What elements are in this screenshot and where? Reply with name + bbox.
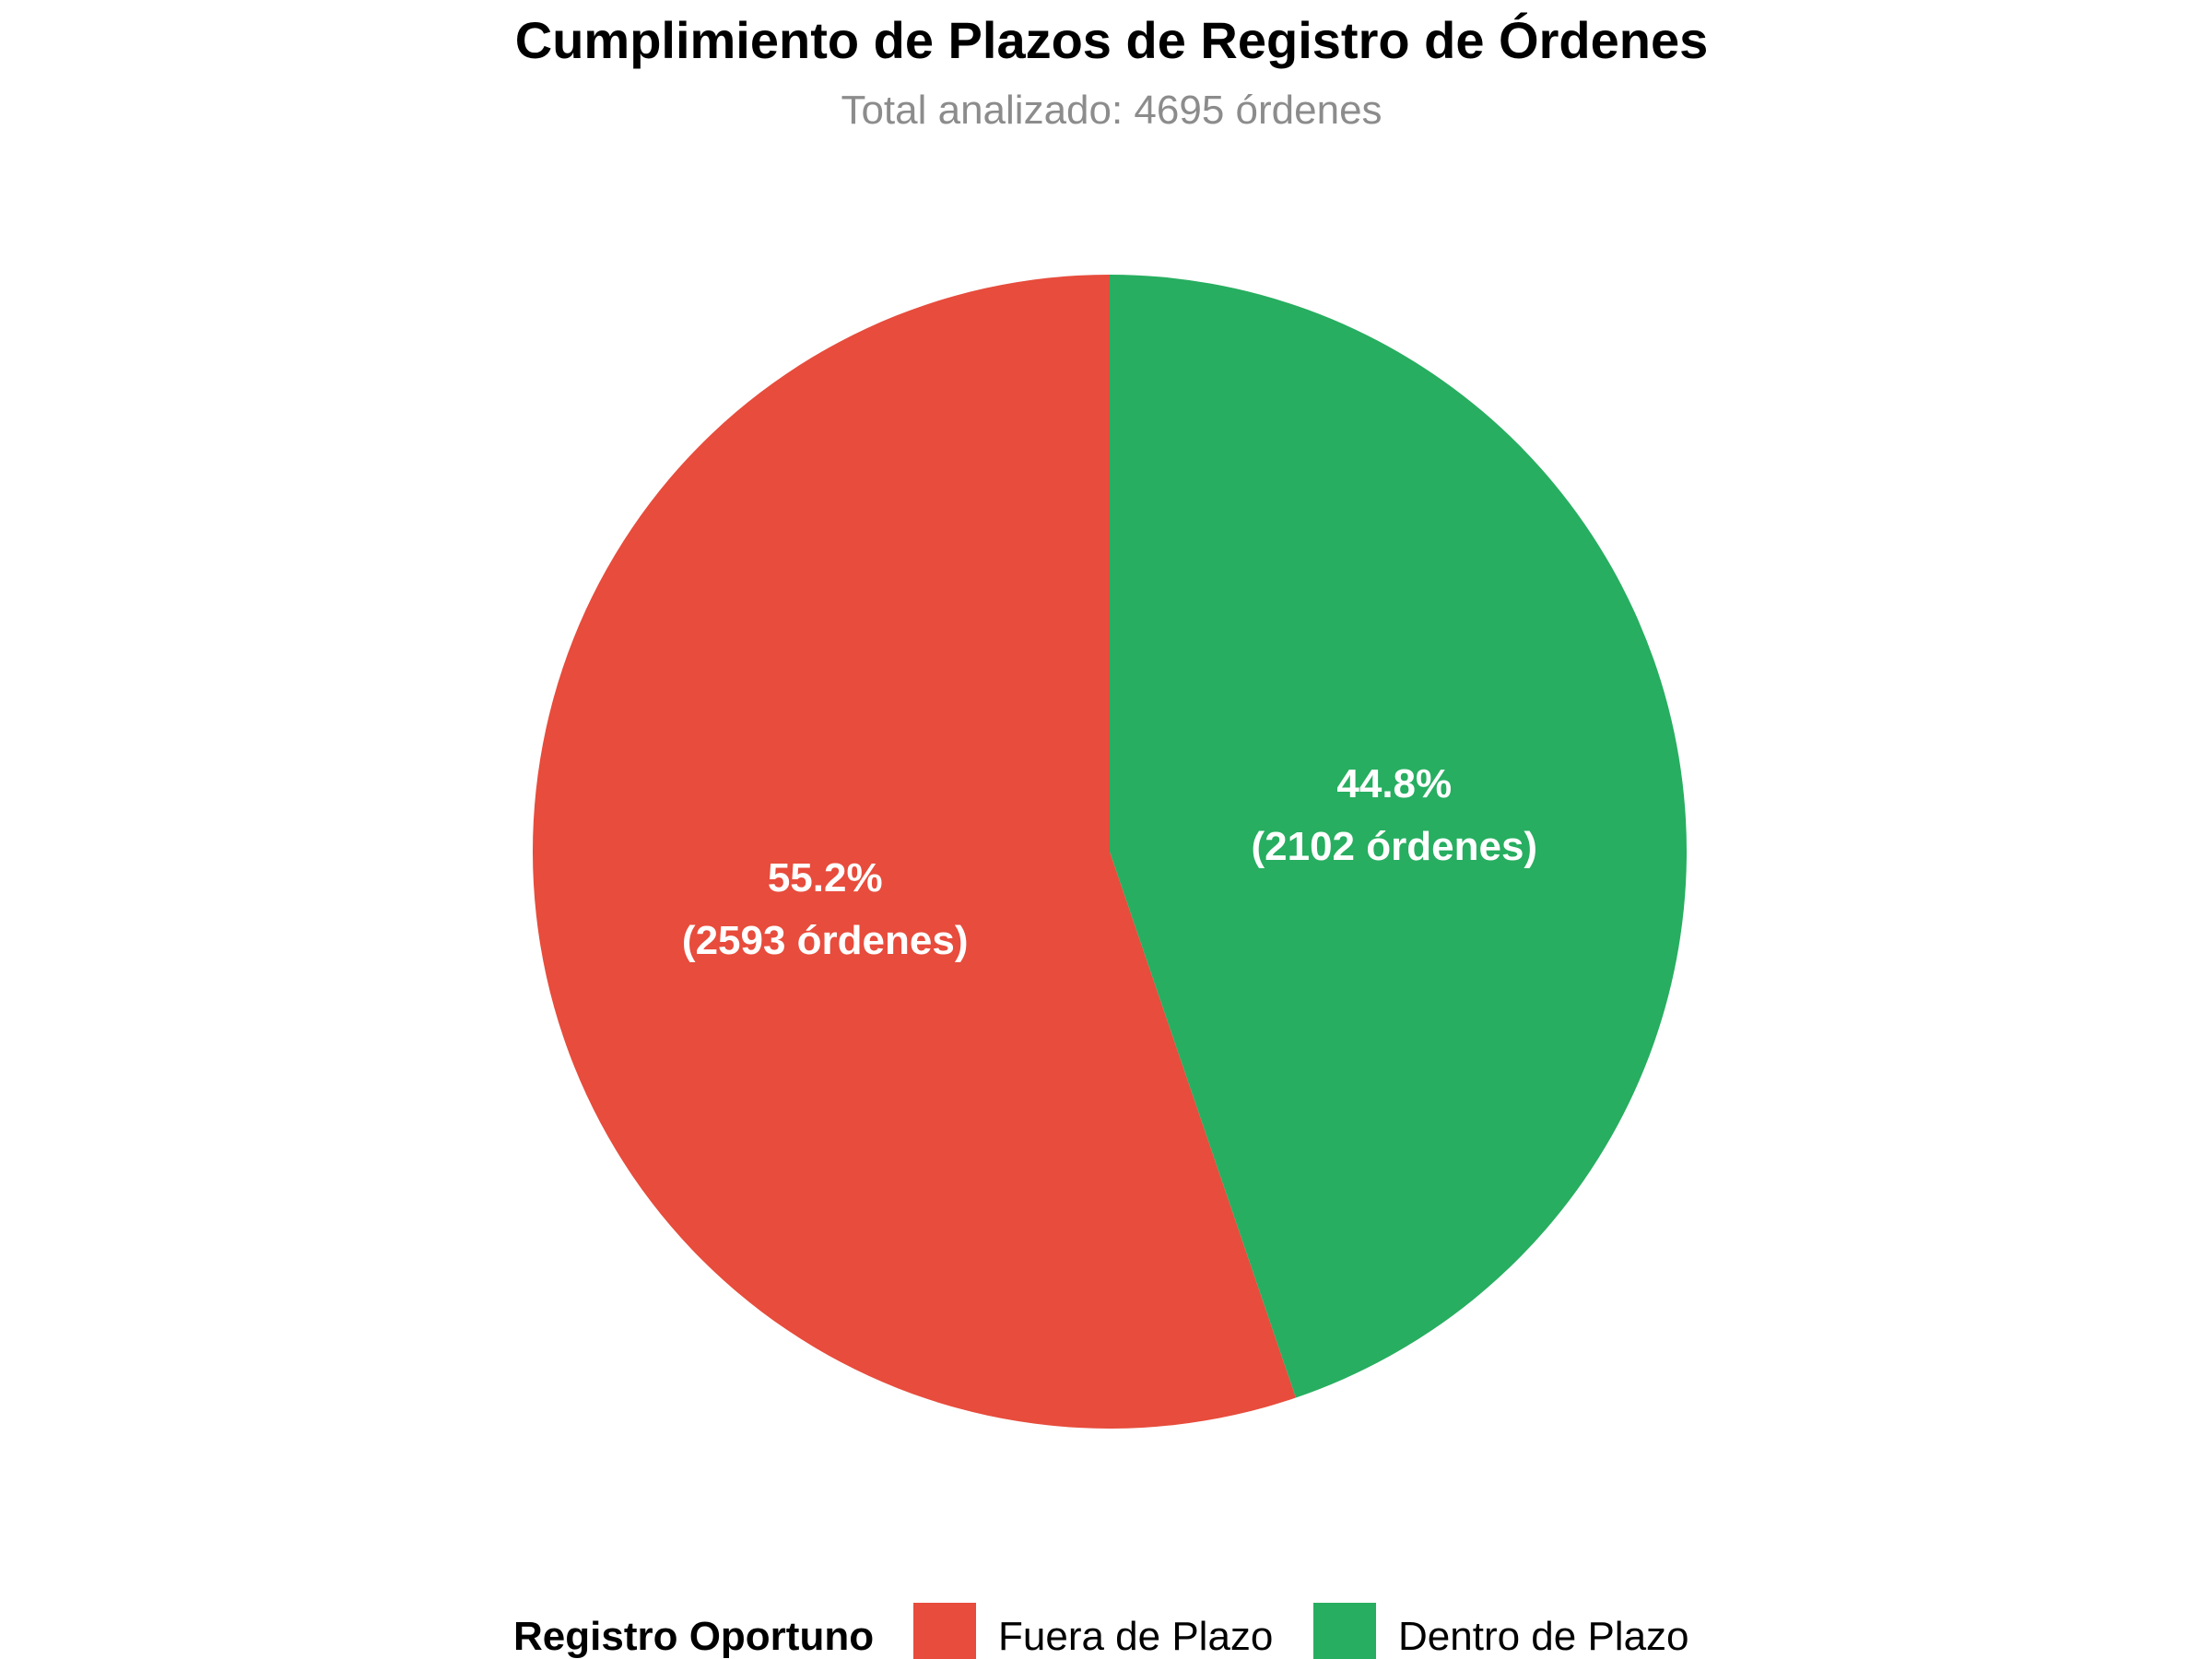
legend-title: Registro Oportuno bbox=[513, 1614, 874, 1659]
pie-slices bbox=[533, 275, 1688, 1429]
pie-slice-labels: 55.2% (2593 órdenes) 44.8% (2102 órdenes) bbox=[682, 761, 1537, 963]
pie-slice-dentro-de-plazo bbox=[1110, 275, 1688, 1398]
legend-swatch-dentro-de-plazo bbox=[1313, 1603, 1376, 1659]
legend-label-fuera-de-plazo: Fuera de Plazo bbox=[998, 1614, 1273, 1659]
chart-subtitle: Total analizado: 4695 órdenes bbox=[841, 88, 1382, 133]
slice-count-label: (2593 órdenes) bbox=[682, 918, 969, 963]
legend: Registro Oportuno Fuera de Plazo Dentro … bbox=[513, 1603, 1689, 1659]
pie-slice-fuera-de-plazo bbox=[533, 275, 1296, 1429]
slice-percent-label: 44.8% bbox=[1336, 761, 1452, 806]
legend-label-dentro-de-plazo: Dentro de Plazo bbox=[1398, 1614, 1689, 1659]
legend-swatch-fuera-de-plazo bbox=[913, 1603, 976, 1659]
slice-count-label: (2102 órdenes) bbox=[1251, 824, 1537, 869]
chart-title: Cumplimiento de Plazos de Registro de Ór… bbox=[515, 11, 1708, 69]
slice-percent-label: 55.2% bbox=[768, 855, 883, 900]
